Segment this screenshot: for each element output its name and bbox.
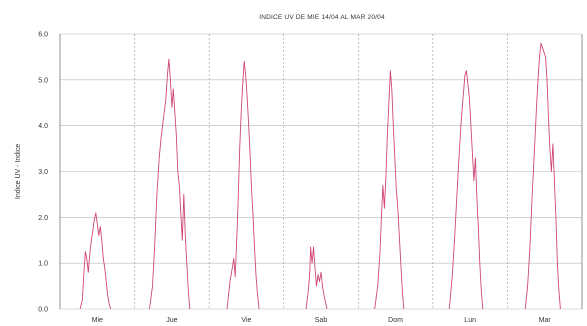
x-tick-label: Jue — [166, 317, 177, 324]
y-tick-label: 2.0 — [38, 215, 48, 222]
y-tick-label: 0.0 — [38, 307, 48, 314]
y-axis-label: Indice UV - Indice — [15, 144, 22, 199]
y-tick-label: 5.0 — [38, 77, 48, 84]
series-line-jue — [149, 58, 191, 310]
series-line-mie — [79, 212, 112, 310]
y-tick-labels: 0.0 1.0 2.0 3.0 4.0 5.0 6.0 — [38, 32, 48, 314]
series-line-vie — [226, 61, 260, 310]
series-line-mar — [524, 42, 561, 310]
x-tick-labels: Mie Jue Vie Sab Dom Lun Mar — [92, 317, 552, 324]
chart-title: INDICE UV DE MIE 14/04 AL MAR 20/04 — [259, 14, 385, 21]
x-tick-label: Vie — [241, 317, 251, 324]
series-line-sab — [305, 246, 328, 310]
x-tick-label: Mar — [539, 317, 552, 324]
x-tick-label: Lun — [464, 317, 476, 324]
series-line-dom — [374, 70, 405, 310]
series-uv-index — [79, 42, 561, 310]
x-tick-label: Sab — [315, 317, 328, 324]
series-line-lun — [448, 70, 484, 310]
grid — [59, 33, 583, 310]
y-tick-label: 3.0 — [38, 169, 48, 176]
y-tick-label: 1.0 — [38, 261, 48, 268]
x-tick-label: Mie — [92, 317, 103, 324]
y-tick-label: 4.0 — [38, 123, 48, 130]
y-tick-label: 6.0 — [38, 32, 48, 39]
x-tick-label: Dom — [388, 317, 403, 324]
